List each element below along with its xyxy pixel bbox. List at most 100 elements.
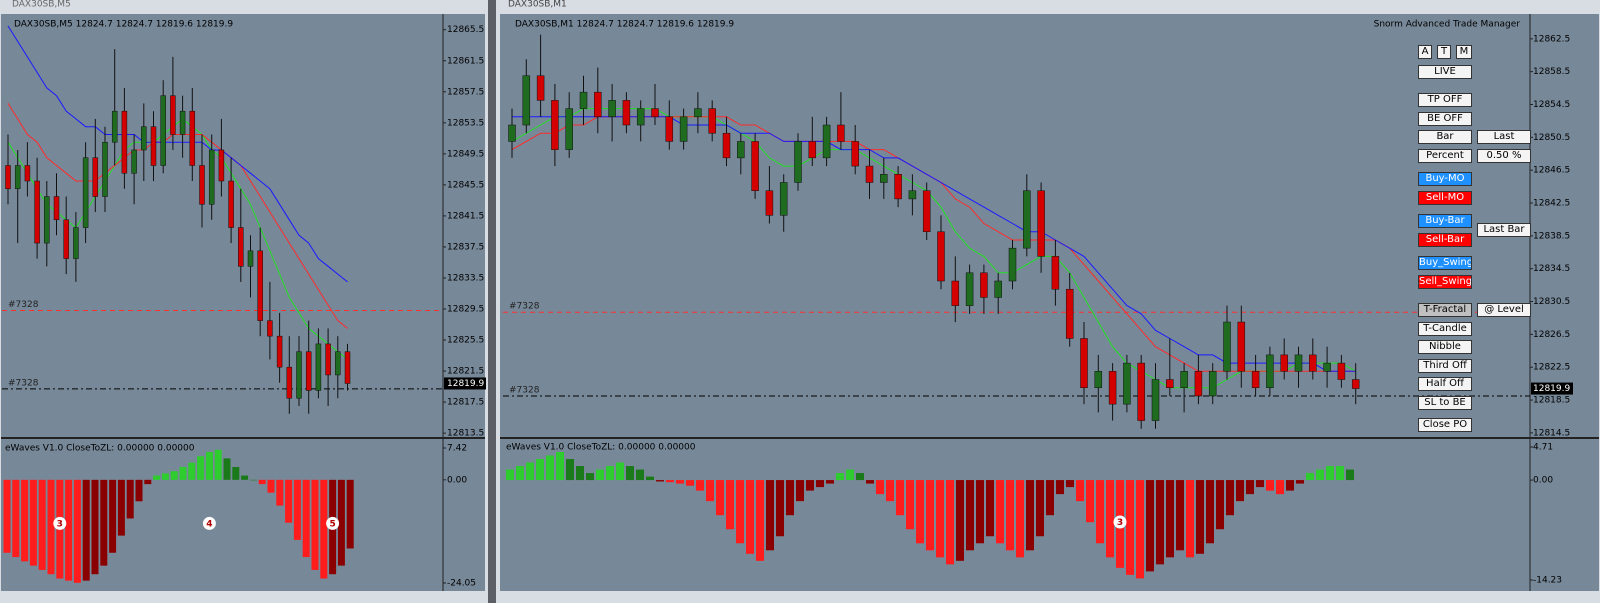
button[interactable]: Buy-MO: [1418, 172, 1472, 186]
button[interactable]: Sell_Swing: [1418, 275, 1472, 289]
histogram-bar: [232, 466, 240, 480]
y-tick-label: 12857.5: [447, 87, 484, 97]
histogram-bar: [214, 449, 222, 480]
histogram-bar: [886, 480, 894, 502]
y-tick-label: 12830.5: [1533, 297, 1570, 307]
candle-body: [1023, 190, 1031, 249]
histogram-bar: [126, 479, 134, 519]
button[interactable]: @ Level: [1477, 303, 1531, 317]
histogram-bar: [996, 480, 1004, 544]
histogram-bar: [1016, 480, 1024, 558]
button[interactable]: Close PO: [1418, 418, 1472, 432]
y-tick-label: 12861.5: [447, 56, 484, 66]
candle-body: [315, 343, 322, 391]
button[interactable]: Buy_Swing: [1418, 256, 1472, 270]
button[interactable]: Nibble: [1418, 340, 1472, 354]
histogram-bar: [91, 479, 99, 575]
button[interactable]: SL to BE: [1418, 396, 1472, 410]
histogram-bar: [906, 480, 914, 530]
histogram-bar: [1036, 480, 1044, 537]
button[interactable]: Last: [1477, 130, 1531, 144]
histogram-bar: [946, 480, 954, 565]
button[interactable]: BE OFF: [1418, 112, 1472, 126]
histogram-bar: [786, 480, 794, 516]
button[interactable]: Last Bar: [1477, 223, 1531, 237]
button[interactable]: Third Off: [1418, 359, 1472, 373]
candle-body: [794, 141, 802, 183]
button[interactable]: LIVE: [1418, 65, 1472, 79]
button[interactable]: T: [1437, 45, 1451, 59]
button[interactable]: Half Off: [1418, 377, 1472, 391]
candle-body: [536, 75, 545, 101]
histogram-bar: [626, 466, 634, 481]
candle-body: [121, 110, 128, 174]
histogram-bar: [1246, 480, 1254, 495]
candle-body: [694, 108, 702, 118]
y-tick-label: 12818.5: [1533, 396, 1570, 406]
candle-body: [851, 141, 859, 167]
histogram-bar: [606, 466, 614, 481]
button[interactable]: M: [1456, 45, 1472, 59]
histogram-bar: [956, 480, 964, 561]
candle-body: [980, 272, 988, 298]
histogram-bar: [576, 466, 584, 481]
button[interactable]: A: [1418, 45, 1432, 59]
candle-body: [808, 141, 817, 159]
candle-body: [14, 165, 21, 190]
y-tick-label: 12829.5: [447, 305, 484, 315]
button[interactable]: Percent: [1418, 149, 1472, 163]
histogram-bar: [636, 469, 644, 481]
candle-body: [594, 91, 602, 118]
histogram-bar: [816, 480, 824, 488]
button[interactable]: Sell-MO: [1418, 191, 1472, 205]
histogram-bar: [1176, 480, 1184, 551]
histogram-bar: [1266, 480, 1274, 491]
candle-body: [335, 351, 341, 376]
histogram-bar: [293, 479, 301, 540]
histogram-bar: [596, 469, 604, 481]
button[interactable]: T-Candle: [1418, 322, 1472, 336]
histogram-bar: [153, 475, 161, 480]
candle-body: [522, 75, 531, 126]
histogram-bar: [29, 479, 37, 566]
y-tick-label: 12841.5: [447, 211, 484, 221]
button[interactable]: Sell-Bar: [1418, 233, 1472, 247]
level-label: #7328: [509, 385, 540, 395]
histogram-bar: [656, 480, 664, 482]
candle-body: [24, 165, 31, 182]
histogram-bar: [536, 459, 544, 481]
candle-body: [44, 196, 50, 244]
y-tick-label: 12817.5: [447, 398, 484, 408]
histogram-bar: [179, 466, 187, 480]
y-tick-label: 12825.5: [447, 336, 484, 346]
window-title: DAX30SB,M1: [508, 0, 567, 10]
histogram-bar: [1276, 480, 1284, 495]
button[interactable]: Bar: [1418, 130, 1472, 144]
histogram-bar: [556, 451, 564, 481]
histogram-bar: [267, 479, 275, 493]
button[interactable]: 0.50 %: [1477, 149, 1531, 163]
button[interactable]: T-Fractal: [1418, 303, 1472, 317]
histogram-bar: [706, 480, 714, 502]
button[interactable]: Buy-Bar: [1418, 214, 1472, 228]
candle-body: [651, 108, 659, 118]
candle-body: [994, 280, 1002, 298]
last-price-label: 12819.9: [447, 379, 484, 389]
y-tick-label: 12850.5: [1533, 133, 1570, 143]
candle-body: [1151, 379, 1160, 421]
left-chart-area: [1, 14, 485, 591]
candle-body: [1251, 371, 1260, 388]
histogram-bar: [1336, 466, 1344, 481]
candle-body: [1065, 288, 1074, 339]
histogram-bar: [846, 469, 854, 481]
candle-body: [1166, 379, 1174, 388]
candle-body: [665, 116, 674, 142]
button[interactable]: TP OFF: [1418, 93, 1472, 107]
candle-body: [1237, 321, 1246, 372]
histogram-bar: [1056, 480, 1064, 495]
chart-header: DAX30SB,M1 12824.7 12824.7 12819.6 12819…: [515, 20, 734, 30]
candle-body: [1194, 371, 1203, 397]
candle-body: [908, 190, 917, 200]
